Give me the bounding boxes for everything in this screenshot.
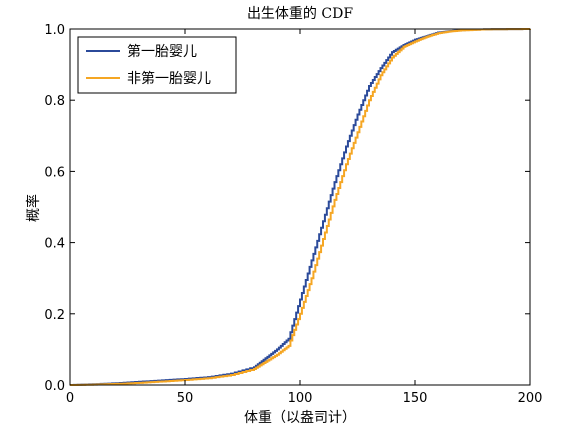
x-tick-label: 0 [66,391,74,406]
chart-title: 出生体重的 CDF [247,6,353,22]
y-tick-label: 1.0 [44,23,65,38]
series-layer [70,28,531,386]
y-tick-label: 0.4 [44,237,65,252]
x-tick-label: 50 [177,391,194,406]
y-tick-label: 0.6 [44,165,65,180]
series-line-other-born [70,28,531,386]
x-tick-label: 150 [403,391,428,406]
legend: 第一胎婴儿 非第一胎婴儿 [77,36,237,94]
plot-frame [69,28,531,386]
x-tick-label: 200 [518,391,543,406]
y-tick-label: 0.8 [44,94,65,109]
x-tick-label: 100 [288,391,313,406]
legend-box [77,36,237,94]
legend-label-first-born: 第一胎婴儿 [127,43,197,60]
y-tick-label: 0.0 [44,379,65,394]
legend-label-other-born: 非第一胎婴儿 [127,70,211,87]
y-axis-title: 概率 [25,194,42,222]
y-tick-label: 0.2 [44,308,65,323]
x-axis-title: 体重（以盎司计） [244,410,356,426]
tick-layer: 0 50 100 150 200 0.0 0.2 0.4 0.6 0.8 1.0 [44,23,542,406]
